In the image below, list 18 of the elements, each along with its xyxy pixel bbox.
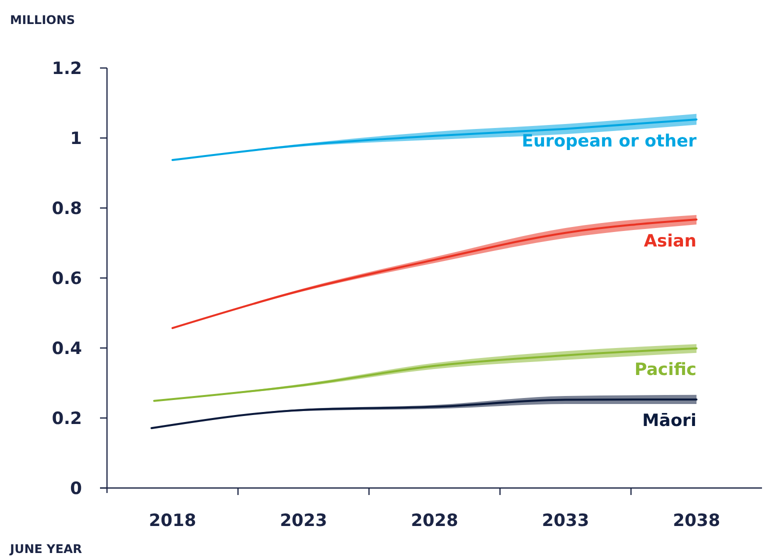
x-axis-title: JUNE YEAR: [9, 542, 82, 556]
y-axis-title: MILLIONS: [10, 13, 76, 27]
y-tick-label: 1: [70, 128, 82, 149]
x-tick-label: 2023: [280, 511, 328, 531]
series-label: Māori: [642, 411, 696, 431]
x-tick-label: 2038: [672, 511, 720, 531]
x-tick-label: 2018: [148, 511, 196, 531]
series-label: Pacific: [634, 360, 696, 380]
series-label: European or other: [522, 132, 698, 152]
y-tick-label: 1.2: [52, 58, 82, 79]
x-tick-label: 2028: [410, 511, 458, 531]
y-tick-label: 0.8: [52, 198, 82, 219]
y-tick-label: 0: [70, 478, 82, 499]
series-label: Asian: [644, 231, 696, 252]
y-tick-label: 0.6: [52, 268, 82, 289]
y-tick-label: 0.2: [52, 408, 82, 429]
x-tick-label: 2033: [542, 511, 590, 531]
y-tick-label: 0.4: [52, 338, 82, 359]
